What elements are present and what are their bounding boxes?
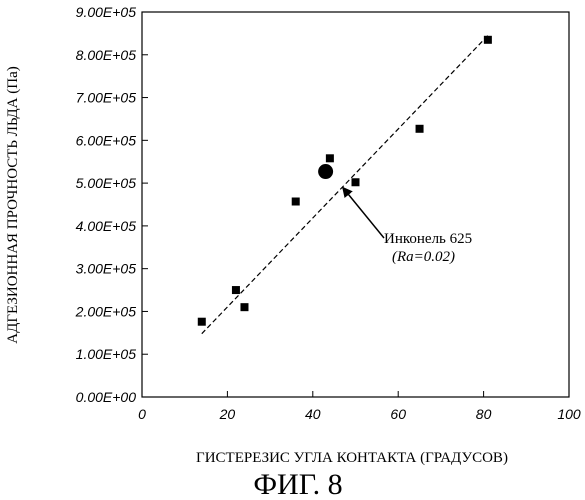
y-tick-label: 5.00E+05 <box>76 175 137 191</box>
y-axis-ticks: 0.00E+00 1.00E+05 2.00E+05 3.00E+05 4.00E+05… <box>75 4 148 405</box>
data-point <box>240 303 248 311</box>
x-tick-label: 40 <box>305 406 321 422</box>
figure-caption: ФИГ. 8 <box>253 468 342 500</box>
data-point <box>352 178 360 186</box>
x-tick-label: 0 <box>138 406 146 422</box>
y-tick-label: 3.00E+05 <box>76 261 137 277</box>
y-tick-label: 2.00E+05 <box>75 303 137 319</box>
annotation-sublabel: (Ra=0.02) <box>392 249 455 265</box>
y-tick-label: 4.00E+05 <box>76 218 137 234</box>
y-tick-label: 6.00E+05 <box>76 132 137 148</box>
data-point <box>416 125 424 133</box>
x-tick-label: 60 <box>390 406 406 422</box>
y-tick-label: 9.00E+05 <box>76 4 137 20</box>
data-point <box>484 36 492 44</box>
y-tick-label: 0.00E+00 <box>76 389 137 405</box>
x-tick-label: 100 <box>557 406 581 422</box>
annotation-label: Инконель 625 <box>384 231 472 247</box>
y-tick-label: 8.00E+05 <box>76 47 137 63</box>
plot-area <box>142 12 569 397</box>
data-point <box>292 198 300 206</box>
y-axis-title: АДГЕЗИОННАЯ ПРОЧНОСТЬ ЛЬДА (Па) <box>5 66 21 343</box>
y-tick-label: 1.00E+05 <box>76 346 137 362</box>
x-axis-title: ГИСТЕРЕЗИС УГЛА КОНТАКТА (ГРАДУСОВ) <box>196 450 508 466</box>
highlighted-point <box>318 164 333 179</box>
x-tick-label: 80 <box>476 406 492 422</box>
data-point <box>326 154 334 162</box>
y-tick-label: 7.00E+05 <box>76 90 137 106</box>
data-point <box>232 286 240 294</box>
x-tick-label: 20 <box>219 406 236 422</box>
data-point <box>198 318 206 326</box>
